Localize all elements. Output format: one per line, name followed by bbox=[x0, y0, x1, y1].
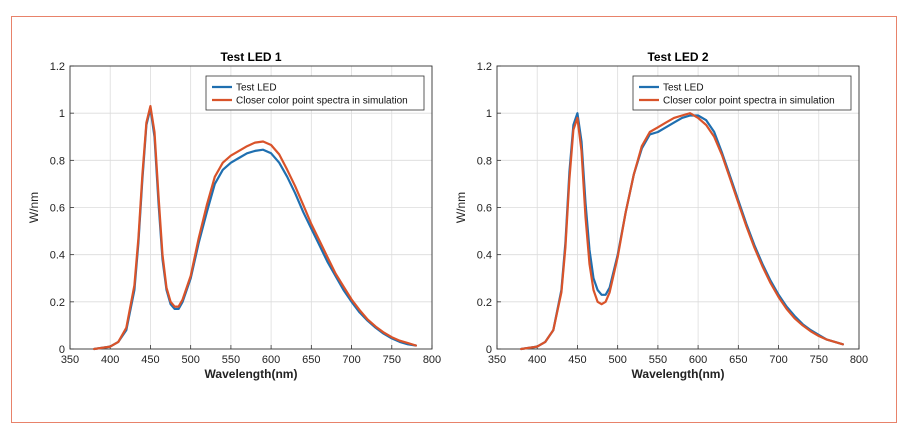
y-tick-label: 1.2 bbox=[50, 61, 65, 73]
y-tick-label: 0 bbox=[486, 344, 492, 356]
y-tick-label: 0.8 bbox=[50, 155, 65, 167]
x-tick-label: 350 bbox=[61, 354, 79, 366]
legend-label: Closer color point spectra in simulation bbox=[236, 96, 408, 107]
legend: Test LED Closer color point spectra in si… bbox=[632, 75, 852, 111]
chart-test-led-1: 350 400 450 500 550 600 650 700 750 800 0 0.2 0.4 0.6… bbox=[27, 50, 441, 381]
y-tick-label: 0.4 bbox=[50, 250, 65, 262]
x-axis-label: Wavelength(nm) bbox=[205, 367, 298, 381]
x-tick-label: 650 bbox=[729, 354, 747, 366]
x-tick-label: 750 bbox=[383, 354, 401, 366]
legend-label: Test LED bbox=[236, 83, 277, 94]
x-tick-label: 750 bbox=[810, 354, 828, 366]
x-tick-label: 350 bbox=[488, 354, 506, 366]
x-axis-label: Wavelength(nm) bbox=[632, 367, 725, 381]
chart-title: Test LED 1 bbox=[220, 50, 281, 64]
series-line-simulation bbox=[92, 104, 417, 351]
y-tick-label: 1 bbox=[59, 108, 65, 120]
y-tick-label: 0.6 bbox=[477, 203, 492, 215]
x-tick-label: 600 bbox=[689, 354, 707, 366]
x-tick-label: 800 bbox=[423, 354, 441, 366]
legend-box bbox=[205, 75, 425, 111]
x-tick-label: 450 bbox=[141, 354, 159, 366]
y-tick-label: 0.6 bbox=[50, 203, 65, 215]
x-tick-label: 700 bbox=[769, 354, 787, 366]
x-tick-label: 600 bbox=[262, 354, 280, 366]
y-tick-label: 0 bbox=[59, 344, 65, 356]
legend-label: Test LED bbox=[663, 83, 704, 94]
legend-label: Closer color point spectra in simulation bbox=[663, 96, 835, 107]
chart-title: Test LED 2 bbox=[647, 50, 708, 64]
x-tick-label: 550 bbox=[649, 354, 667, 366]
y-tick-label: 0.4 bbox=[477, 250, 492, 262]
x-tick-label: 400 bbox=[528, 354, 546, 366]
x-tick-label: 700 bbox=[342, 354, 360, 366]
x-tick-label: 650 bbox=[302, 354, 320, 366]
series-line-simulation bbox=[520, 112, 845, 351]
x-tick-label: 800 bbox=[850, 354, 868, 366]
legend-box bbox=[632, 75, 852, 111]
chart-test-led-2: 350 400 450 500 550 600 650 700 750 800 0 0.2 0.4 0.6… bbox=[454, 50, 868, 381]
x-tick-label: 500 bbox=[608, 354, 626, 366]
y-axis-label: W/nm bbox=[27, 192, 41, 223]
y-tick-label: 0.2 bbox=[50, 297, 65, 309]
x-tick-label: 450 bbox=[568, 354, 586, 366]
y-tick-label: 0.2 bbox=[477, 297, 492, 309]
x-tick-label: 400 bbox=[101, 354, 119, 366]
y-tick-label: 1.2 bbox=[477, 61, 492, 73]
legend: Test LED Closer color point spectra in si… bbox=[205, 75, 425, 111]
x-tick-label: 550 bbox=[222, 354, 240, 366]
figure-frame: 350 400 450 500 550 600 650 700 750 800 0 0.2 0.4 0.6… bbox=[11, 16, 897, 423]
y-tick-label: 1 bbox=[486, 108, 492, 120]
y-axis-label: W/nm bbox=[454, 192, 468, 223]
figure-canvas: 350 400 450 500 550 600 650 700 750 800 0 0.2 0.4 0.6… bbox=[27, 50, 868, 381]
y-tick-label: 0.8 bbox=[477, 155, 492, 167]
x-tick-label: 500 bbox=[181, 354, 199, 366]
series-line-test-led bbox=[520, 112, 845, 351]
